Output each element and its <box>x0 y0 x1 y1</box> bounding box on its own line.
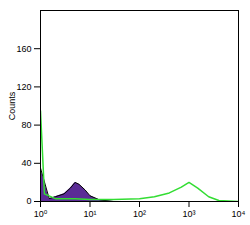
svg-text:160: 160 <box>16 44 31 54</box>
svg-text:Counts: Counts <box>7 91 17 120</box>
svg-text:120: 120 <box>16 82 31 92</box>
svg-text:80: 80 <box>21 120 31 130</box>
svg-text:10¹: 10¹ <box>83 209 96 219</box>
svg-text:10⁰: 10⁰ <box>34 209 48 219</box>
svg-text:10²: 10² <box>133 209 146 219</box>
svg-text:40: 40 <box>21 158 31 168</box>
svg-text:10⁴: 10⁴ <box>232 209 246 219</box>
svg-text:0: 0 <box>26 196 31 206</box>
svg-text:10³: 10³ <box>182 209 195 219</box>
